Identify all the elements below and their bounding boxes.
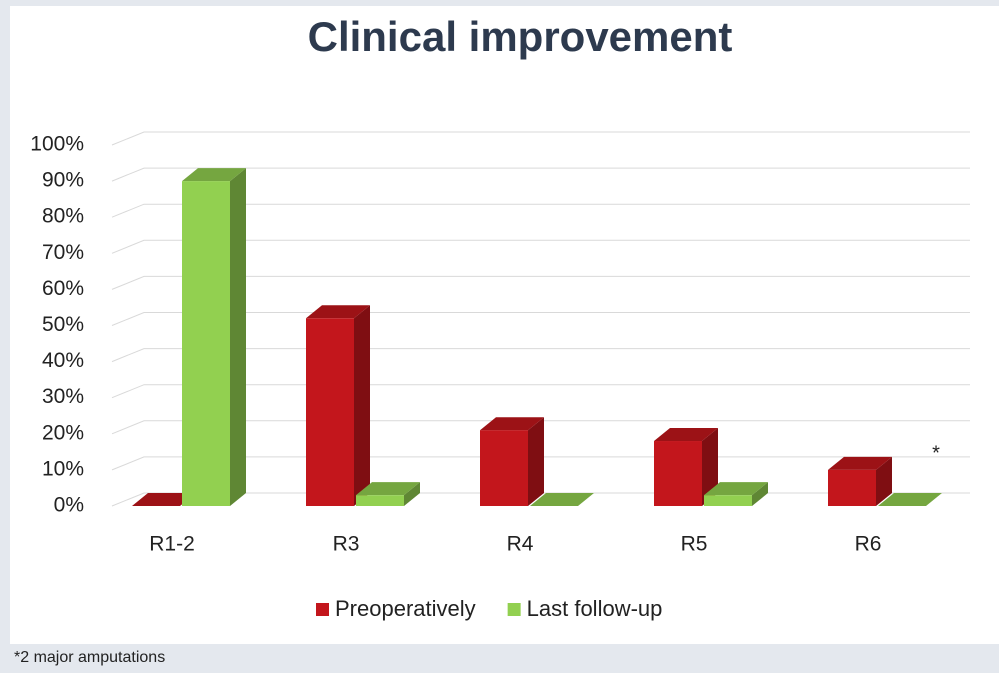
y-tick-label: 20% — [42, 421, 84, 444]
bar — [182, 181, 230, 506]
bar-top — [654, 428, 718, 442]
legend-swatch — [507, 603, 521, 616]
bar-top — [356, 482, 420, 496]
chart-area — [10, 6, 999, 644]
x-tick-label: R1-2 — [149, 533, 195, 556]
bar-top — [306, 305, 370, 319]
y-tick-label: 30% — [42, 385, 84, 408]
bar-top — [132, 493, 196, 506]
legend-label: Preoperatively — [335, 596, 476, 621]
bar-side — [230, 168, 246, 506]
y-tick-label: 70% — [42, 241, 84, 264]
bar — [306, 318, 354, 506]
bar — [828, 469, 876, 506]
bar-top — [530, 493, 594, 506]
bar-top — [704, 482, 768, 496]
bar — [356, 495, 404, 506]
grid-line — [111, 275, 970, 290]
y-tick-label: 10% — [42, 457, 84, 480]
grid-line — [111, 420, 970, 435]
grid-line — [111, 203, 970, 218]
y-tick-label: 90% — [42, 169, 84, 192]
y-tick-label: 0% — [54, 494, 84, 517]
bar — [704, 495, 752, 506]
grid-line — [111, 384, 970, 399]
y-tick-label: 40% — [42, 349, 84, 372]
bar-side — [354, 305, 370, 506]
bar-top — [828, 456, 892, 470]
annotation: * — [932, 442, 940, 464]
grid-line — [111, 239, 970, 254]
x-tick-label: R3 — [333, 533, 360, 556]
x-tick-label: R6 — [855, 533, 882, 556]
bar — [654, 441, 702, 506]
grid-line — [111, 167, 970, 182]
bar-side — [876, 456, 892, 506]
bar-side — [404, 482, 420, 506]
bar-top — [480, 417, 544, 431]
x-tick-label: R5 — [681, 533, 708, 556]
chart-title: Clinical improvement — [308, 13, 733, 60]
bar — [480, 430, 528, 506]
footnote: *2 major amputations — [14, 649, 165, 666]
y-tick-label: 50% — [42, 313, 84, 336]
grid-line — [111, 348, 970, 363]
bar-top — [182, 168, 246, 182]
legend-label: Last follow-up — [527, 596, 663, 621]
y-tick-label: 80% — [42, 205, 84, 228]
legend-swatch — [316, 603, 329, 616]
bar-side — [702, 428, 718, 506]
bar-side — [528, 417, 544, 506]
y-tick-label: 100% — [30, 133, 84, 156]
bar-top — [878, 493, 942, 506]
grid-line — [111, 131, 970, 146]
bar-side — [752, 482, 768, 506]
x-tick-label: R4 — [507, 533, 534, 556]
grid-line — [111, 312, 970, 326]
y-tick-label: 60% — [42, 277, 84, 300]
